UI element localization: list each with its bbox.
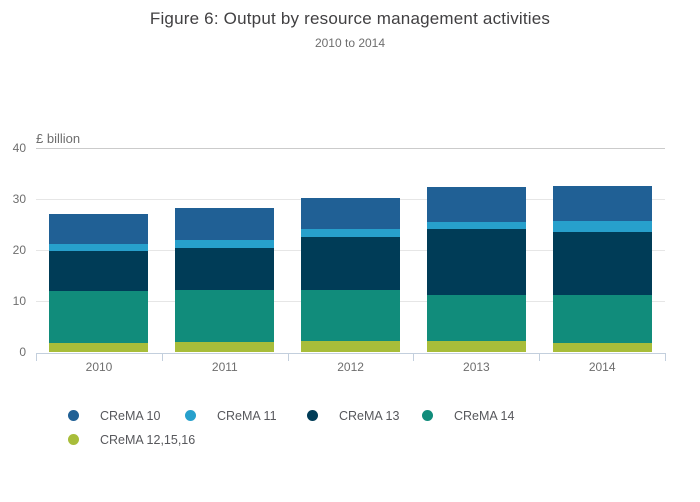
legend-item-crema-13[interactable]: CReMA 13	[307, 408, 399, 423]
legend-marker-icon	[422, 410, 433, 421]
bar-segment-crema-14-2014[interactable]	[552, 294, 652, 343]
x-axis-tick	[665, 353, 666, 361]
bar-segment-crema-13-2014[interactable]	[552, 231, 652, 295]
y-tick-label: 20	[12, 243, 26, 257]
gridline-40	[36, 148, 665, 149]
bar-segment-crema-13-2011[interactable]	[175, 247, 275, 290]
bar-segment-crema-12-15-16-2012[interactable]	[301, 341, 400, 352]
bar-2010	[49, 214, 149, 352]
bar-segment-crema-13-2010[interactable]	[49, 250, 149, 291]
bar-segment-crema-11-2012[interactable]	[301, 229, 400, 237]
x-axis-tick	[287, 353, 289, 361]
legend-label: CReMA 10	[100, 408, 161, 423]
x-tick-label-2014: 2014	[588, 360, 616, 374]
legend-marker-icon	[68, 434, 79, 445]
x-tick-label-2011: 2011	[211, 360, 238, 374]
bar-segment-crema-13-2013[interactable]	[426, 228, 526, 295]
bar-segment-crema-10-2010[interactable]	[49, 214, 149, 245]
y-tick-label: 0	[19, 345, 26, 359]
x-axis-tick	[539, 353, 541, 361]
bar-segment-crema-10-2012[interactable]	[301, 197, 400, 230]
x-axis-line	[36, 353, 665, 354]
bar-2013	[426, 186, 526, 352]
bar-segment-crema-12-15-16-2011[interactable]	[175, 342, 275, 352]
y-tick-label: 30	[12, 192, 26, 206]
legend-item-crema-11[interactable]: CReMA 11	[185, 408, 277, 423]
bar-2011	[175, 208, 275, 352]
bar-2012	[301, 197, 400, 352]
bar-segment-crema-14-2010[interactable]	[49, 290, 149, 344]
bar-segment-crema-10-2014[interactable]	[552, 185, 652, 221]
legend-marker-icon	[68, 410, 79, 421]
x-axis-tick	[413, 353, 415, 361]
bar-segment-crema-11-2011[interactable]	[175, 240, 275, 248]
bar-segment-crema-13-2012[interactable]	[301, 236, 400, 291]
legend-label: CReMA 11	[217, 408, 277, 423]
x-tick-label-2013: 2013	[463, 360, 490, 374]
bar-segment-crema-12-15-16-2014[interactable]	[552, 342, 652, 352]
x-tick-label-2010: 2010	[85, 360, 113, 374]
legend-label: CReMA 13	[339, 408, 400, 423]
bar-segment-crema-11-2013[interactable]	[426, 222, 526, 229]
y-tick-label: 10	[12, 294, 26, 308]
bar-segment-crema-10-2011[interactable]	[175, 208, 275, 241]
bar-segment-crema-14-2012[interactable]	[301, 290, 400, 342]
bar-segment-crema-11-2014[interactable]	[552, 220, 652, 232]
legend-label: CReMA 14	[454, 408, 515, 423]
x-axis-tick	[161, 353, 163, 361]
legend-label: CReMA 12,15,16	[100, 432, 196, 447]
y-tick-label: 40	[12, 141, 26, 155]
y-axis-unit-label: £ billion	[36, 131, 81, 146]
x-tick-label-2012: 2012	[337, 360, 364, 374]
legend-item-crema-10[interactable]: CReMA 10	[68, 408, 160, 423]
bar-2014	[552, 185, 652, 352]
bar-segment-crema-12-15-16-2010[interactable]	[49, 343, 149, 352]
legend-item-crema-12-15-16[interactable]: CReMA 12,15,16	[68, 432, 195, 447]
x-axis-tick	[36, 353, 37, 361]
chart-subtitle: 2010 to 2014	[314, 36, 386, 50]
bar-segment-crema-10-2013[interactable]	[426, 186, 526, 223]
bar-segment-crema-14-2013[interactable]	[426, 294, 526, 341]
bar-segment-crema-14-2011[interactable]	[175, 289, 275, 343]
legend-marker-icon	[185, 410, 196, 421]
bar-segment-crema-11-2010[interactable]	[49, 244, 149, 251]
bar-segment-crema-12-15-16-2013[interactable]	[426, 340, 526, 352]
legend-marker-icon	[307, 410, 318, 421]
chart-title: Figure 6: Output by resource management …	[149, 9, 551, 28]
legend-item-crema-14[interactable]: CReMA 14	[422, 408, 514, 423]
